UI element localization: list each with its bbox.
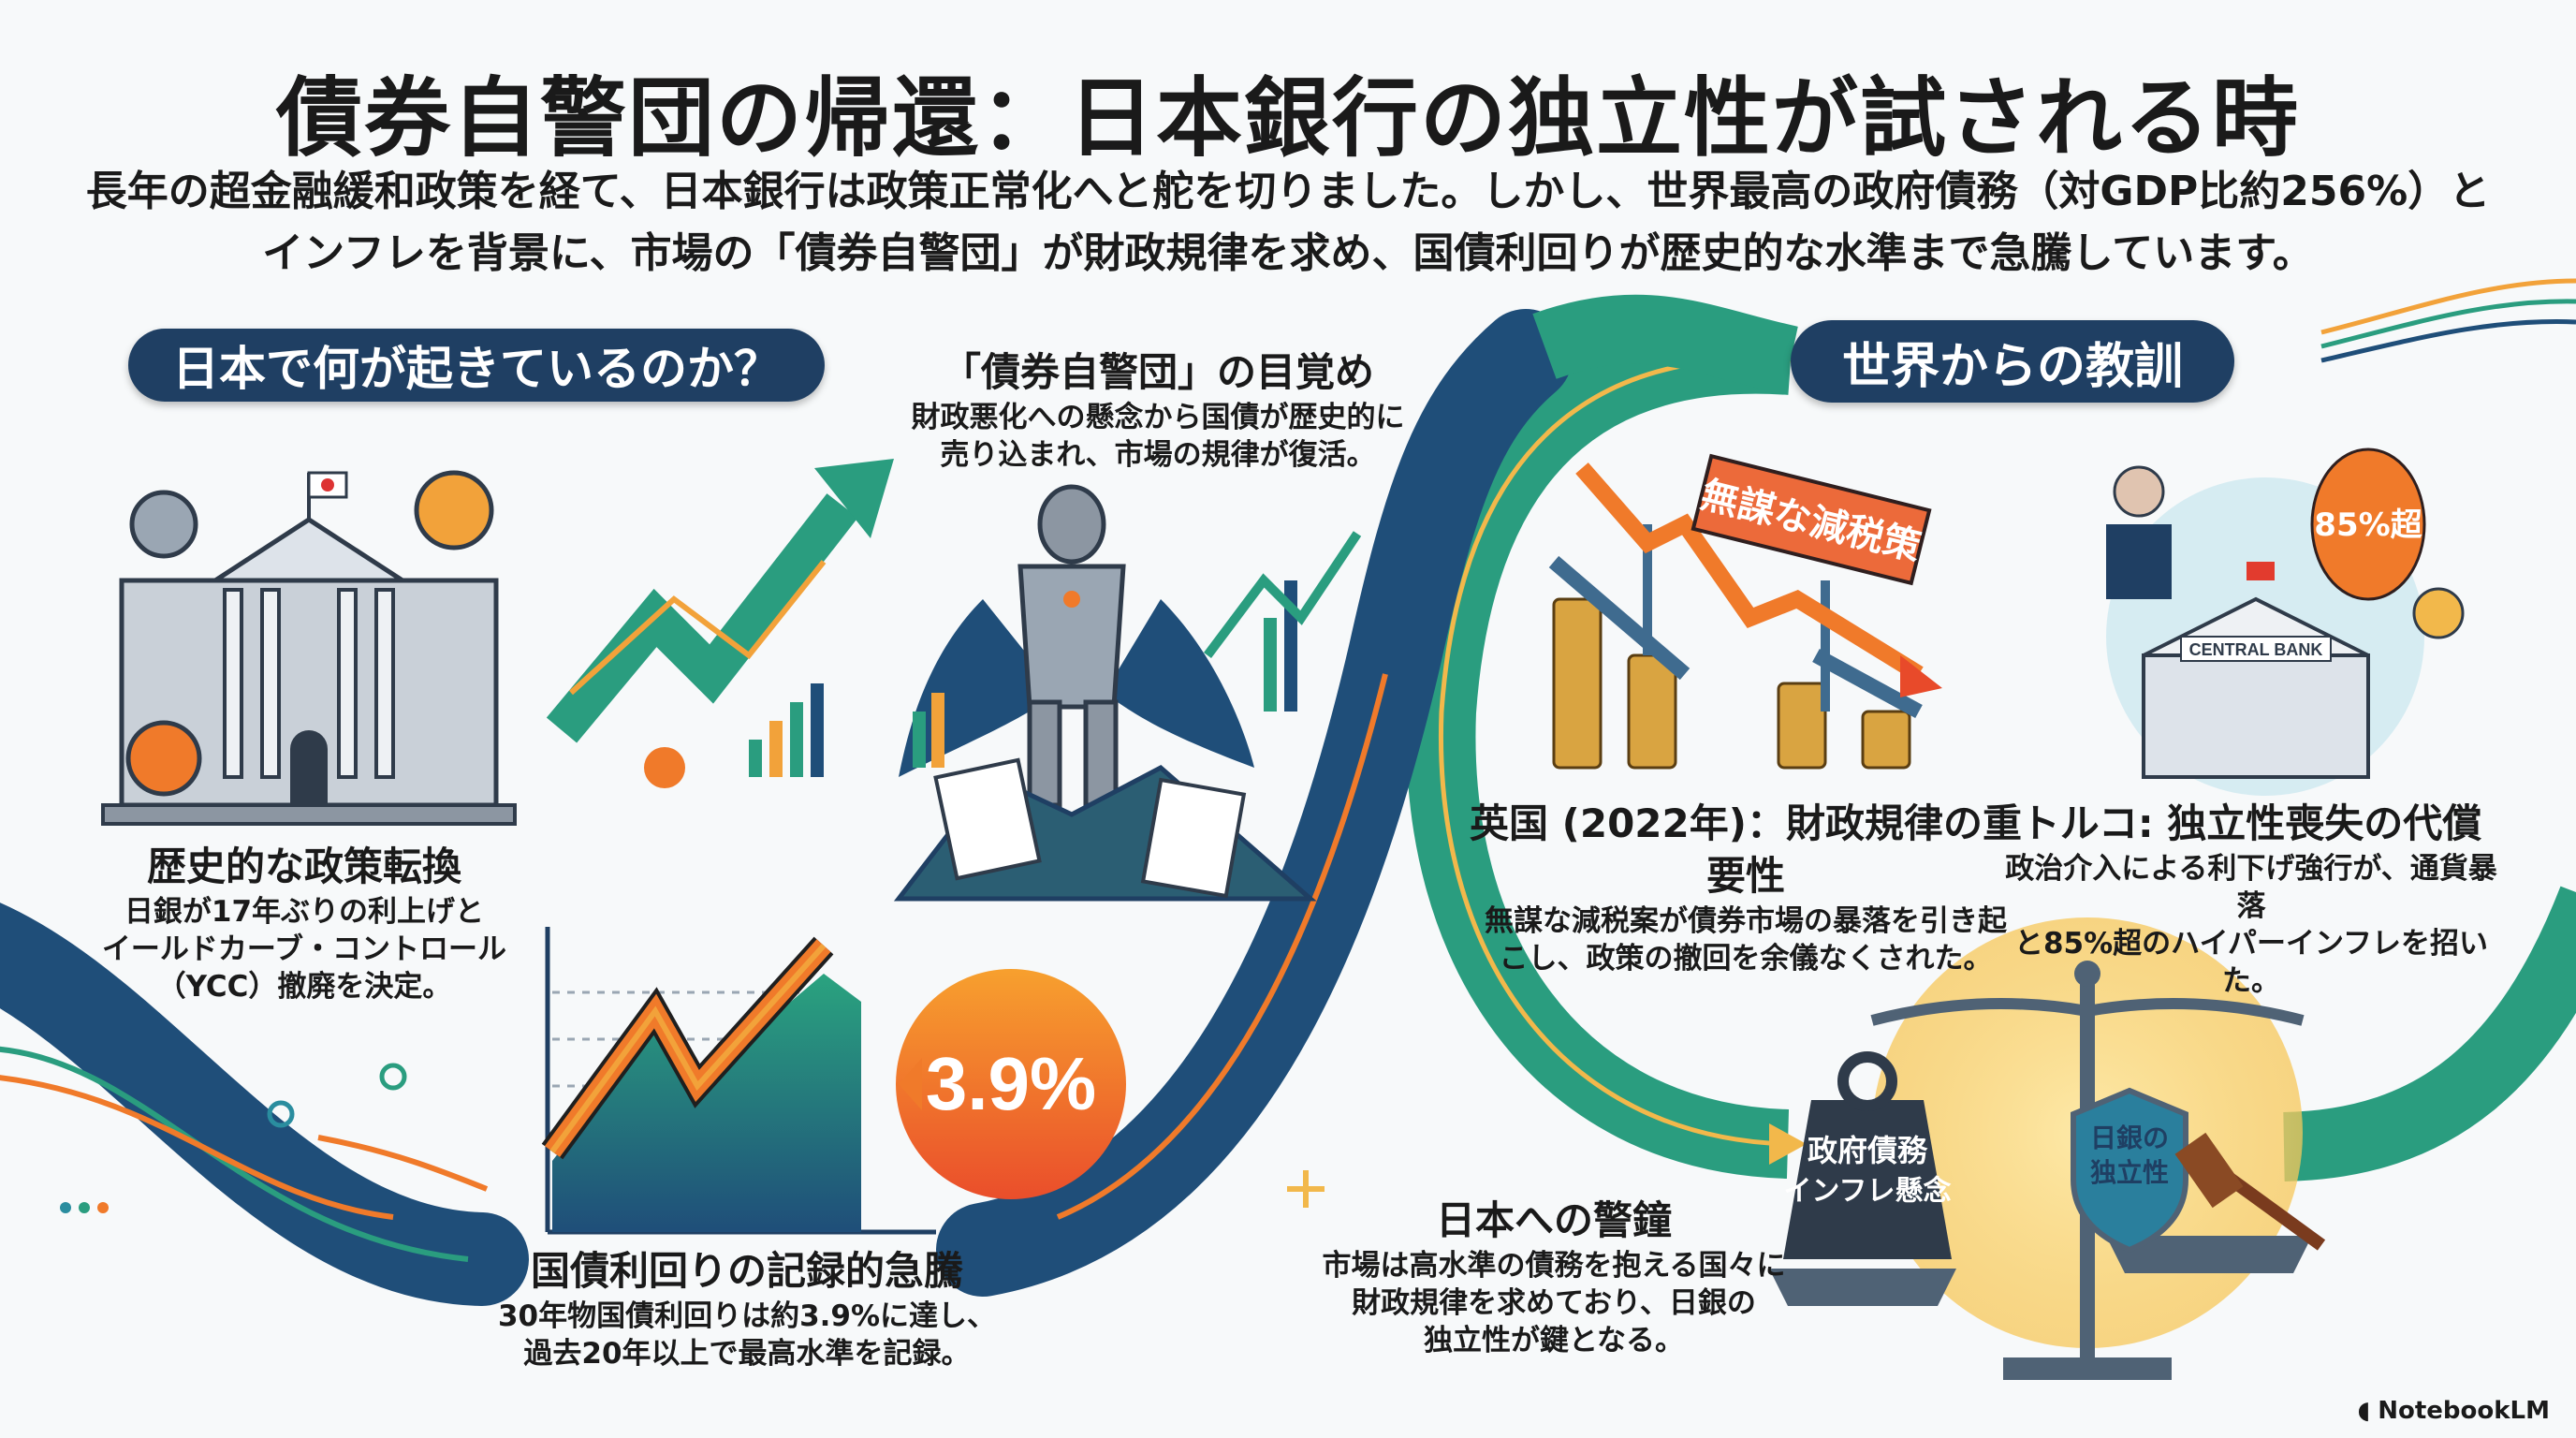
gear-icon [129, 490, 198, 559]
shield-label-line2: 独立性 [2090, 1157, 2169, 1188]
turkey-flag [2247, 562, 2275, 580]
turkey-body: と85%超のハイパーインフレを招いた。 [2013, 927, 2489, 998]
decorative-marks [60, 1063, 1325, 1213]
vigilantes-body: 財政悪化への懸念から国債が歴史的に [911, 401, 1405, 434]
policy-shift-body: 日銀が17年ぶりの利上げと [124, 895, 485, 929]
policy-shift-body: （YCC）撤廃を決定。 [156, 970, 452, 1004]
yield-surge-heading: 国債利回りの記録的急騰 [530, 1248, 963, 1294]
section-pill-world: 世界からの教訓 [1791, 320, 2234, 403]
yield-badge-value: 3.9% [926, 1042, 1096, 1125]
turkey-body: 政治介入による利下げ強行が、通貨暴落 [2005, 852, 2497, 923]
weight-label-line1: 政府債務 [1808, 1133, 1928, 1168]
turkey-block: トルコ: 独立性喪失の代償 政治介入による利下げ強行が、通貨暴落 と85%超のハ… [2003, 798, 2499, 1000]
yield-surge-block: 国債利回りの記録的急騰 30年物国債利回りは約3.9%に達し、 過去20年以上で… [485, 1245, 1009, 1372]
weight-label-line2: インフレ懸念 [1783, 1175, 1951, 1208]
brand-label: NotebookLM [2378, 1397, 2550, 1425]
bond-vigilante-knight-illustration [893, 484, 1362, 902]
uk-body: 無謀な減税案が債券市場の暴落を引き起 [1485, 904, 2007, 938]
page-subtitle: 長年の超金融緩和政策を経て、日本銀行は政策正常化へと舵を切りました。しかし、世界… [0, 161, 2576, 285]
gear-icon [414, 470, 494, 550]
policy-shift-block: 歴史的な政策転換 日銀が17年ぶりの利上げと イールドカーブ・コントロール （Y… [80, 841, 529, 1005]
central-bank-sign: CENTRAL BANK [2189, 640, 2323, 659]
yield-badge [896, 969, 1126, 1199]
warning-heading: 日本への警鐘 [1435, 1197, 1672, 1243]
policy-shift-heading: 歴史的な政策転換 [146, 844, 461, 889]
vigilantes-heading: 「債券自警団」の目覚め [941, 349, 1374, 395]
shield-icon [2071, 1087, 2188, 1254]
warning-body: 独立性が鍵となる。 [1423, 1324, 1685, 1357]
yield-surge-body: 30年物国債利回りは約3.9%に達し、 [497, 1299, 997, 1333]
gear-icon [125, 720, 202, 797]
uk-heading: 英国 (2022年)：財政規律の重要性 [1470, 800, 2022, 899]
yield-surge-body: 過去20年以上で最高水準を記録。 [523, 1337, 971, 1371]
warning-body: 財政規律を求めており、日銀の [1352, 1286, 1756, 1320]
notebooklm-icon: ◖ [2357, 1397, 2371, 1425]
uk-body: こし、政策の撤回を余儀なくされた。 [1499, 942, 1993, 976]
uk-crisis-illustration: 無謀な減税策 [1548, 453, 1942, 770]
warning-block: 日本への警鐘 市場は高水準の債務を抱える国々に 財政規律を求めており、日銀の 独… [1310, 1195, 1797, 1359]
warning-body: 市場は高水準の債務を抱える国々に [1322, 1249, 1786, 1283]
vigilantes-body: 売り込まれ、市場の規律が復活。 [940, 438, 1376, 472]
subtitle-line: 長年の超金融緩和政策を経て、日本銀行は政策正常化へと舵を切りました。しかし、世界… [85, 168, 2491, 215]
shield-label-line1: 日銀の [2090, 1123, 2169, 1153]
balloon-text: 85%超 [2314, 506, 2422, 544]
turkey-heading: トルコ: 独立性喪失の代償 [2020, 800, 2482, 846]
page-title: 債券自警団の帰還：日本銀行の独立性が試される時 [275, 68, 2300, 169]
notebooklm-logo: ◖ NotebookLM [2358, 1397, 2550, 1425]
flow-ribbons [0, 278, 2576, 1306]
section-pill-japan: 日本で何が起きているのか？ [128, 329, 825, 402]
boj-building-illustration [101, 470, 517, 826]
policy-shift-body: イールドカーブ・コントロール [101, 932, 507, 966]
uk-block: 英国 (2022年)：財政規律の重要性 無謀な減税案が債券市場の暴落を引き起 こ… [1470, 798, 2022, 977]
subtitle-line: インフレを背景に、市場の「債券自警団」が財政規律を求め、国債利回りが歴史的な水準… [262, 229, 2314, 277]
balance-scale-illustration: 政府債務 インフレ懸念 日銀の 独立性 [1769, 917, 2326, 1380]
turkey-crisis-illustration: CENTRAL BANK 85%超 [2106, 448, 2465, 796]
vigilantes-block: 「債券自警団」の目覚め 財政悪化への懸念から国債が歴史的に 売り込まれ、市場の規… [877, 346, 1439, 474]
rising-trend-illustration [546, 459, 894, 788]
yield-chart-illustration: 3.9% [541, 927, 1126, 1235]
